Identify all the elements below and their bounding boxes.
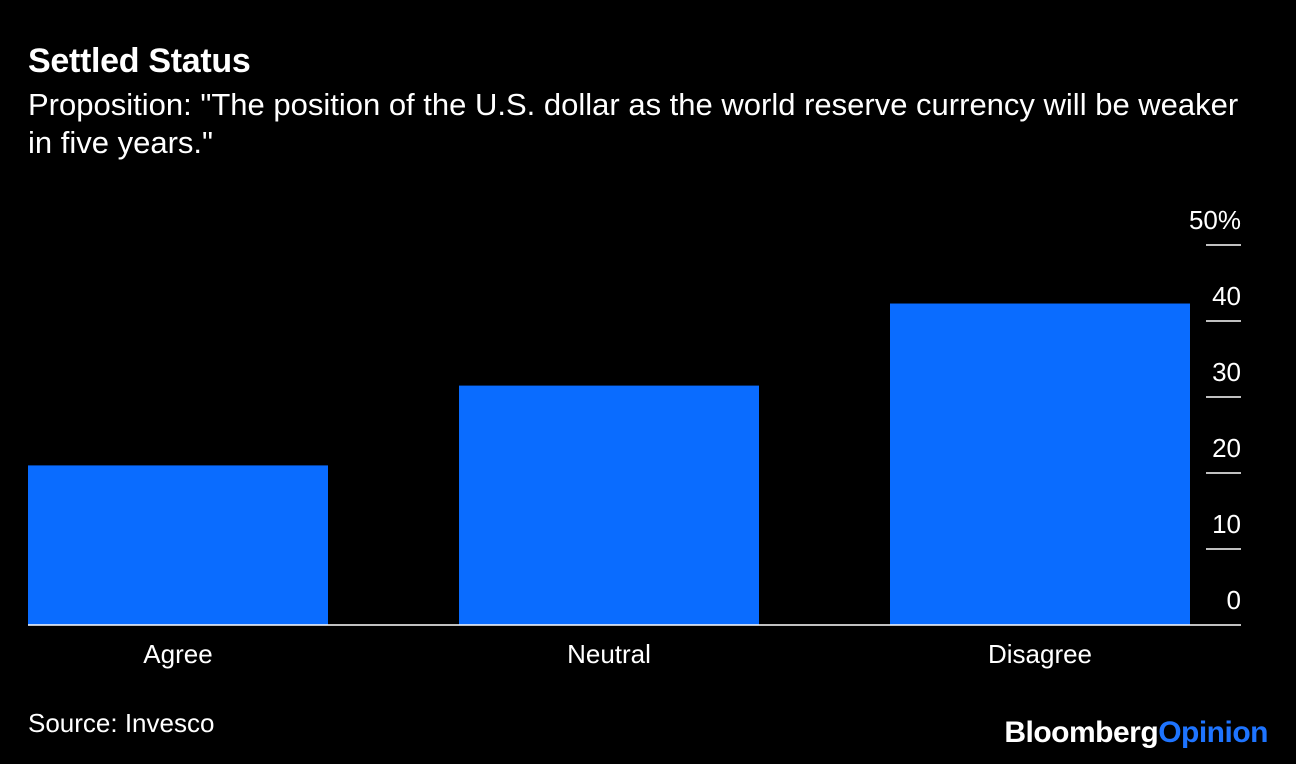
brand-section: Opinion	[1158, 716, 1268, 749]
y-tick-label: 50%	[1189, 205, 1241, 235]
y-tick-label: 20	[1212, 433, 1241, 463]
bar-neutral	[459, 385, 759, 625]
y-tick-label: 10	[1212, 509, 1241, 539]
chart-title: Settled Status	[28, 42, 251, 80]
y-tick-label: 30	[1212, 357, 1241, 387]
y-tick-label: 0	[1227, 585, 1241, 615]
bars-group	[28, 303, 1190, 625]
x-axis: Agree Neutral Disagree	[28, 624, 1241, 669]
source-note: Source: Invesco	[28, 708, 215, 738]
y-axis: 0 10 20 30 40 50%	[1189, 205, 1241, 615]
bar-agree	[28, 465, 328, 625]
bar-disagree	[890, 303, 1190, 625]
chart-subtitle: Proposition: "The position of the U.S. d…	[28, 87, 1239, 160]
y-tick-label: 40	[1212, 281, 1241, 311]
x-tick-label: Disagree	[988, 639, 1092, 669]
x-tick-label: Neutral	[567, 639, 651, 669]
x-tick-label: Agree	[143, 639, 212, 669]
brand-name: Bloomberg	[1004, 716, 1159, 749]
brand-logo: BloombergOpinion	[1004, 716, 1268, 750]
